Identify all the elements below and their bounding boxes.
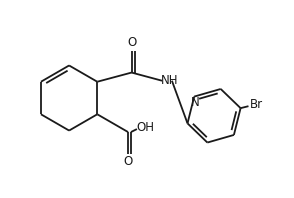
Text: O: O bbox=[123, 155, 133, 168]
Text: O: O bbox=[127, 36, 136, 50]
Text: Br: Br bbox=[250, 98, 263, 111]
Text: N: N bbox=[191, 96, 200, 109]
Text: OH: OH bbox=[137, 121, 155, 134]
Text: NH: NH bbox=[161, 74, 179, 87]
